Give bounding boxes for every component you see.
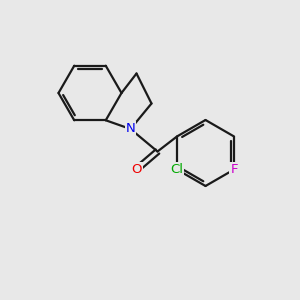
Text: Cl: Cl <box>170 163 183 176</box>
Text: N: N <box>126 122 135 136</box>
Text: O: O <box>131 163 142 176</box>
Text: F: F <box>230 163 238 176</box>
